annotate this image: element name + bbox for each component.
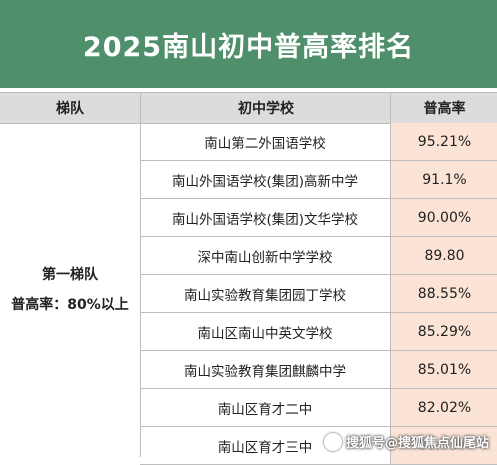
watermark: 搜狐号@搜狐焦点仙尾站	[323, 432, 489, 451]
table-row: 南山外国语学校(集团)文华学校 90.00%	[140, 199, 497, 237]
school-name: 南山第二外国语学校	[204, 135, 326, 152]
rate-value: 88.55%	[390, 275, 497, 312]
table-row: 南山外国语学校(集团)高新中学 91.1%	[140, 161, 497, 199]
school-name: 南山外国语学校(集团)文华学校	[171, 211, 359, 228]
school-name: 南山实验教育集团园丁学校	[184, 287, 346, 304]
table-row: 深中南山创新中学学校 89.80	[140, 237, 497, 275]
school-name: 南山外国语学校(集团)高新中学	[171, 173, 359, 190]
school-name: 南山区育才二中	[217, 401, 313, 418]
table-row: 南山第二外国语学校 95.21%	[140, 123, 497, 161]
rate-value: 85.29%	[390, 313, 497, 350]
rate-value: 90.00%	[390, 199, 497, 236]
table-row: 南山实验教育集团园丁学校 88.55%	[140, 275, 497, 313]
header-rate: 普高率	[390, 93, 497, 123]
school-name: 深中南山创新中学学校	[197, 249, 333, 266]
table-row: 南山实验教育集团麒麟中学 85.01%	[140, 351, 497, 389]
watermark-text: 搜狐号@搜狐焦点仙尾站	[345, 436, 489, 451]
school-name: 南山区南山中英文学校	[197, 325, 333, 342]
header-tier: 梯队	[56, 101, 84, 117]
rate-value: 85.01%	[390, 351, 497, 388]
sohu-logo-icon	[323, 432, 342, 451]
table-header: 梯队 初中学校 普高率	[0, 92, 497, 124]
header-school: 初中学校	[140, 93, 391, 123]
school-name: 南山区育才三中	[217, 439, 313, 456]
school-name: 南山实验教育集团麒麟中学	[184, 363, 346, 380]
rate-value: 95.21%	[390, 123, 497, 160]
tier-name: 第一梯队	[42, 267, 98, 283]
rate-value: 82.02%	[390, 389, 497, 426]
table-row: 南山区南山中英文学校 85.29%	[140, 313, 497, 351]
tier-criterion: 普高率：80%以上	[11, 297, 129, 313]
rate-value: 89.80	[390, 237, 497, 274]
tier-cell: 第一梯队 普高率：80%以上	[0, 123, 141, 457]
page-title: 2025南山初中普高率排名	[0, 0, 497, 88]
table-body: 南山第二外国语学校 95.21% 南山外国语学校(集团)高新中学 91.1% 南…	[140, 123, 497, 465]
table-row: 南山区育才二中 82.02%	[140, 389, 497, 427]
rate-value: 91.1%	[390, 161, 497, 198]
